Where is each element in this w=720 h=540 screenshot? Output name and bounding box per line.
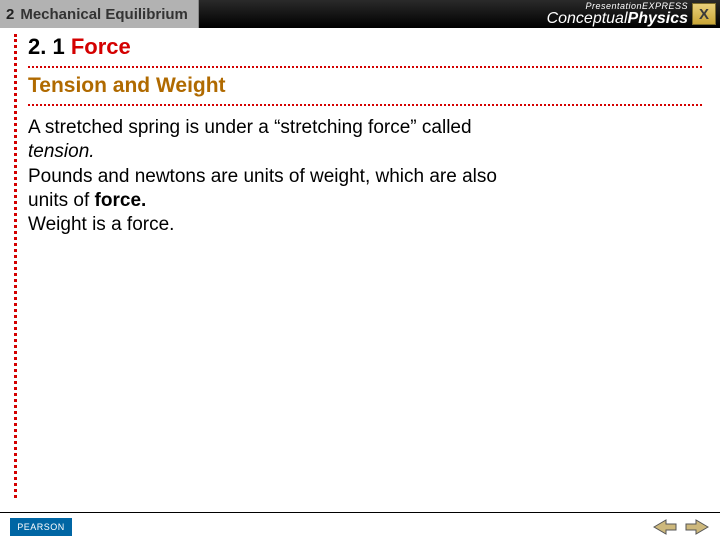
publisher-logo: PEARSON: [10, 518, 72, 536]
section-title: Force: [71, 34, 131, 59]
next-arrow-icon[interactable]: [684, 518, 710, 536]
title-bar: 2 Mechanical Equilibrium PresentationEXP…: [0, 0, 720, 28]
close-button[interactable]: X: [692, 3, 716, 25]
section-heading: 2. 1 Force: [28, 34, 702, 60]
subtitle-row: Tension and Weight: [28, 66, 702, 106]
chapter-number: 2: [6, 6, 14, 23]
body-text: A stretched spring is under a “stretchin…: [28, 116, 498, 238]
footer-bar: PEARSON: [0, 512, 720, 540]
paragraph-1: A stretched spring is under a “stretchin…: [28, 116, 498, 165]
slide-content: 2. 1 Force Tension and Weight A stretche…: [28, 34, 702, 500]
left-dotted-rule: [14, 34, 17, 498]
prev-arrow-icon[interactable]: [652, 518, 678, 536]
paragraph-3: Weight is a force.: [28, 213, 498, 237]
paragraph-2: Pounds and newtons are units of weight, …: [28, 165, 498, 214]
brand-main-bold: Physics: [628, 10, 688, 27]
p1-em: tension.: [28, 141, 95, 162]
brand-text: PresentationEXPRESS ConceptualPhysics: [547, 2, 688, 27]
subtitle: Tension and Weight: [28, 74, 702, 98]
nav-arrows: [652, 518, 710, 536]
brand-main-light: Conceptual: [547, 10, 628, 27]
brand-area: PresentationEXPRESS ConceptualPhysics X: [547, 2, 716, 27]
section-number: 2. 1: [28, 34, 65, 59]
chapter-title: Mechanical Equilibrium: [20, 6, 188, 23]
chapter-label: 2 Mechanical Equilibrium: [0, 0, 199, 28]
p1-text: A stretched spring is under a “stretchin…: [28, 117, 472, 138]
close-icon: X: [699, 6, 709, 23]
p2-bold: force.: [95, 190, 147, 211]
